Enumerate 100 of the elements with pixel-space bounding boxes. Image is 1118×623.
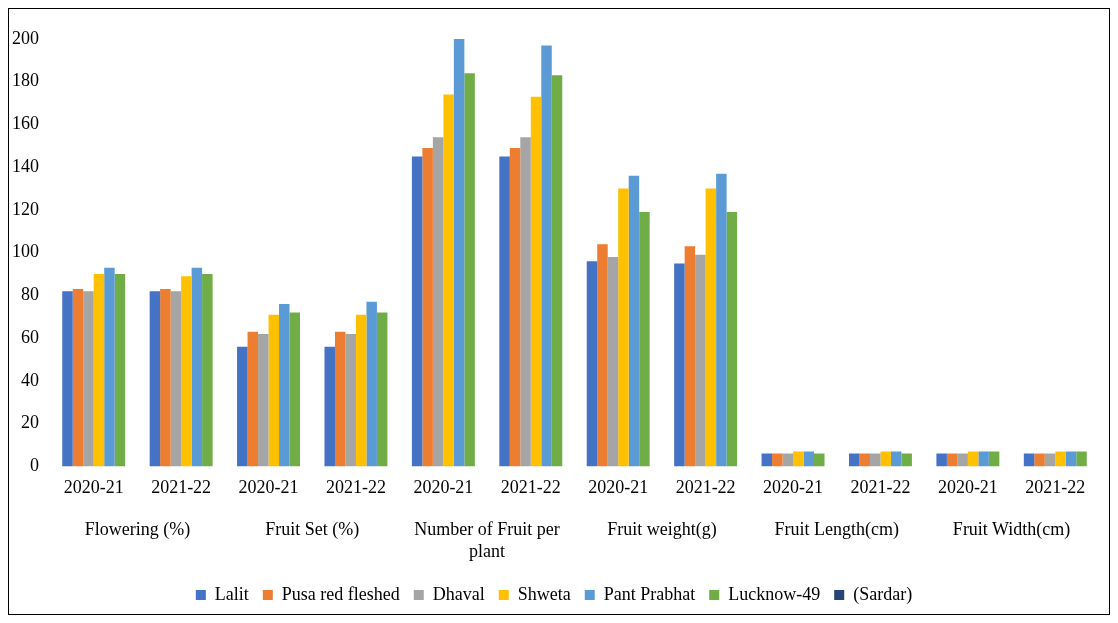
x-tick-label: 2021-22 (1025, 476, 1086, 497)
bar (432, 137, 444, 467)
x-tick-label: 2020-21 (238, 476, 299, 497)
bar (509, 147, 521, 467)
bar (628, 175, 640, 467)
x-tick-label: 2020-21 (588, 476, 649, 497)
bar (355, 314, 367, 467)
bar (597, 244, 608, 467)
bar (551, 75, 563, 467)
y-tick-label: 100 (12, 241, 39, 262)
y-tick-label: 0 (30, 455, 39, 476)
bar (247, 331, 259, 467)
bar (772, 453, 783, 467)
x-tick-label: 2021-22 (850, 476, 911, 497)
bar (453, 39, 465, 467)
x-tick-label: 2020-21 (763, 476, 824, 497)
bar (160, 289, 171, 467)
bar (366, 301, 377, 467)
bar (520, 137, 531, 467)
legend-label: Lucknow-49 (728, 583, 821, 604)
legend-label: (Sardar) (853, 583, 913, 605)
text: Fruit Length(cm) (774, 519, 899, 541)
bar (936, 453, 947, 467)
bar (334, 331, 346, 467)
bar (324, 346, 335, 467)
y-tick-label: 120 (12, 198, 39, 219)
x-tick-label: 2021-22 (151, 476, 212, 497)
legend-label: Dhaval (432, 583, 485, 604)
bar (72, 289, 84, 467)
bar (345, 333, 356, 467)
bar (1076, 451, 1087, 467)
bar (202, 274, 213, 467)
legend-label: Shweta (517, 583, 571, 604)
bar (1065, 451, 1077, 467)
bar (793, 451, 804, 467)
bar (988, 451, 1000, 467)
bar (674, 263, 685, 467)
text: Flowering (%) (84, 519, 191, 541)
bar (268, 314, 280, 467)
bar (422, 147, 433, 467)
bar (181, 276, 192, 467)
bar (803, 451, 815, 467)
bar (1034, 453, 1045, 467)
x-tick-label: 2021-22 (325, 476, 386, 497)
bar (639, 212, 650, 467)
bar (607, 256, 619, 467)
y-tick-label: 200 (12, 27, 39, 48)
bar (541, 45, 552, 467)
x-tick-label: 2020-21 (413, 476, 474, 497)
text: Number of Fruit per plant (414, 519, 560, 562)
y-tick-label: 80 (21, 284, 39, 305)
bar (859, 453, 870, 467)
x-tick-label: 2021-22 (500, 476, 561, 497)
text: Fruit Set (%) (265, 519, 360, 541)
legend-label: Pant Prabhat (603, 583, 696, 604)
bar (279, 303, 290, 467)
bar (716, 173, 727, 467)
bar (814, 453, 825, 467)
bar (170, 291, 182, 467)
bar (93, 274, 105, 467)
bar (237, 346, 248, 467)
bar (411, 156, 423, 467)
bar (114, 274, 126, 467)
text: Fruit Width(cm) (952, 519, 1071, 541)
bar (530, 96, 542, 467)
bar (684, 246, 696, 467)
x-tick-label: 2021-22 (675, 476, 736, 497)
bar (376, 312, 388, 467)
bar (618, 188, 629, 467)
bar (149, 291, 161, 467)
x-tick-label: 2020-21 (63, 476, 124, 497)
bar (443, 94, 454, 467)
bar (880, 451, 891, 467)
bar (901, 453, 912, 467)
y-tick-label: 140 (12, 155, 39, 176)
bar (978, 451, 989, 467)
x-tick-label: 2020-21 (937, 476, 998, 497)
bar (890, 451, 902, 467)
bar (705, 188, 717, 467)
y-tick-label: 180 (12, 70, 39, 91)
bar (104, 267, 115, 467)
bar (464, 73, 475, 467)
bar (1055, 451, 1066, 467)
y-tick-label: 60 (21, 326, 39, 347)
y-tick-label: 160 (12, 113, 39, 134)
bar (726, 212, 738, 467)
bar (289, 312, 301, 467)
bar (586, 261, 598, 467)
text: Fruit weight(g) (607, 519, 717, 541)
legend-label: Lalit (214, 583, 249, 604)
bar (191, 267, 203, 467)
bar (499, 156, 510, 467)
legend-label: Pusa red fleshed (281, 583, 400, 604)
bar (967, 451, 979, 467)
bar (695, 254, 706, 467)
y-tick-label: 40 (21, 369, 39, 390)
bar (83, 291, 94, 467)
bar (258, 333, 269, 467)
bar (62, 291, 73, 467)
y-tick-label: 20 (21, 412, 39, 433)
